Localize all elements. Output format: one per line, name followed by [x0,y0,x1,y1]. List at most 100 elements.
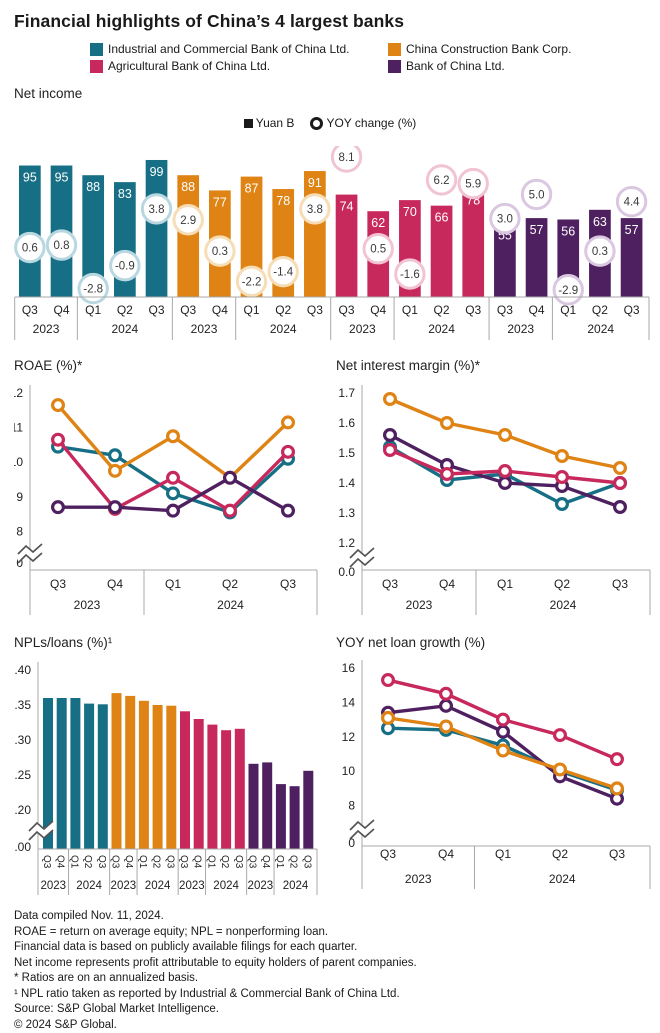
y-zero-tick: 0.0 [338,565,355,579]
year-label: 2023 [179,880,205,892]
net-income-legend: Yuan B YOY change (%) [0,116,660,130]
legend-label: Agricultural Bank of China Ltd. [108,59,271,73]
nim-series-abc [382,442,628,490]
npl-axes: 1.40 1.35 1.30 1.25 1.20 0.00 [14,662,39,854]
svg-text:2024: 2024 [428,322,455,336]
yoy-value-label: 5.0 [529,189,545,201]
bar [262,762,273,849]
npl-loans-chart: 1.401.351.301.251.200.00Q3Q4Q1Q2Q3Q3Q4Q1… [14,662,318,895]
svg-text:Q1: Q1 [402,303,418,317]
svg-text:Q1: Q1 [244,303,260,317]
bar-value-label: 95 [23,171,37,185]
bar [462,189,485,297]
data-point [223,503,238,518]
yoy-badge [204,235,236,267]
year-label: 2023 [111,880,137,892]
year-label: 2023 [74,598,101,612]
y-tick: 11 [14,421,23,435]
bar-value-label: 77 [213,195,227,209]
svg-text:Q3: Q3 [307,303,323,317]
x-tick-rotated: Q3 [96,855,107,869]
bar [43,698,53,849]
x-tick: Q1 [497,577,513,591]
svg-text:Q4: Q4 [54,303,70,317]
data-point [382,442,397,457]
yoy-badge [520,178,553,211]
svg-text:Q2: Q2 [117,303,133,317]
bar-value-label: 83 [118,187,132,201]
x-tick-rotated: Q2 [219,855,230,869]
data-point [382,427,397,442]
roae-chart: 12 11 10 9 8 0 Q3 Q4 Q1 Q2 Q3 2023 2024 [14,385,318,615]
bar [152,705,163,849]
yoy-badge [140,193,173,225]
svg-text:Q3: Q3 [22,303,38,317]
data-point [438,698,453,713]
x-tick-rotated: Q3 [247,855,258,869]
year-label: 2024 [549,872,576,886]
bar [275,784,286,849]
bar-value-label: 78 [276,194,290,208]
yoy-badge [615,185,648,218]
npl-x-axis: Q3 Q4 Q1 Q2 Q3 Q3 Q4 Q1 Q2 Q3 Q3 Q4 Q1 Q2 Q3 Q3 Q4 Q1 Q2 Q3… [37,848,318,895]
npl-series-boc [248,762,314,849]
data-point [498,463,513,478]
y-tick: 1.6 [338,416,355,430]
x-tick: Q2 [552,847,568,861]
roae-axes: 12 11 10 9 8 0 Q3 Q4 Q1 Q2 Q3 2023 2024 [14,385,318,615]
nim-series-ccb [382,392,628,475]
yoy-value-label: -1.6 [400,269,420,281]
legend-swatch-icon [90,59,103,73]
footnote-line: ¹ NPL ratio taken as reported by Industr… [14,987,400,1000]
roae-series-ccb [50,398,296,485]
bar-value-label: 57 [530,223,544,237]
data-point [107,463,122,478]
footnote-line: Data compiled Nov. 11, 2024. [14,910,164,922]
x-tick: Q4 [438,847,454,861]
x-tick: Q3 [50,577,66,591]
data-point [166,486,181,501]
footnotes: Data compiled Nov. 11, 2024. ROAE = retur… [14,909,660,1033]
svg-text:Q3: Q3 [180,303,196,317]
svg-text:2024: 2024 [112,322,139,336]
bar [335,194,358,297]
data-point [553,728,568,743]
bar [56,698,67,849]
yoy-badge [457,167,489,200]
yoy-badge [425,164,458,196]
y-tick: 1.25 [14,768,31,782]
yoy-value-label: 0.3 [592,246,608,258]
bar-value-label: 57 [625,223,639,237]
legend-label: Industrial and Commercial Bank of China … [108,42,350,56]
bars-key: Yuan B [243,116,294,130]
y-tick: 14 [342,695,356,709]
svg-text:2023: 2023 [33,322,60,336]
data-point [613,499,628,514]
x-tick-rotated: Q2 [288,855,299,869]
bar [494,220,516,297]
x-tick: Q1 [165,577,181,591]
yoy-badge [299,193,331,225]
yoy-value-label: 0.3 [212,246,228,258]
y-zero-tick: 0.00 [14,840,31,854]
bar [193,719,204,849]
footnote-line: ROAE = return on average equity; NPL = n… [14,925,329,938]
npl-title: NPLs/loans (%)¹ [14,635,113,650]
npl-block: NPLs/loans (%)¹ 1.40 1.35 1.30 1.25 1.20 0.00… [14,635,336,909]
data-point [496,743,511,758]
year-label: 2024 [283,880,309,892]
data-point [166,503,181,518]
x-tick-rotated: Q1 [205,855,216,869]
bar [138,700,149,849]
x-tick-rotated: Q3 [301,855,312,869]
x-tick-rotated: Q2 [151,855,162,869]
svg-text:2023: 2023 [191,322,218,336]
yoy-value-label: 3.8 [149,204,165,216]
legend-swatch-icon [388,59,401,73]
year-label: 2024 [217,598,244,612]
svg-text:Q3: Q3 [339,303,355,317]
ni-series-ccb: 88 2.9 77 0.3 87 -2.2 78 -1.4 91 3.8 [172,171,331,298]
x-tick-rotated: Q3 [233,855,244,869]
svg-text:Q4: Q4 [370,303,386,317]
